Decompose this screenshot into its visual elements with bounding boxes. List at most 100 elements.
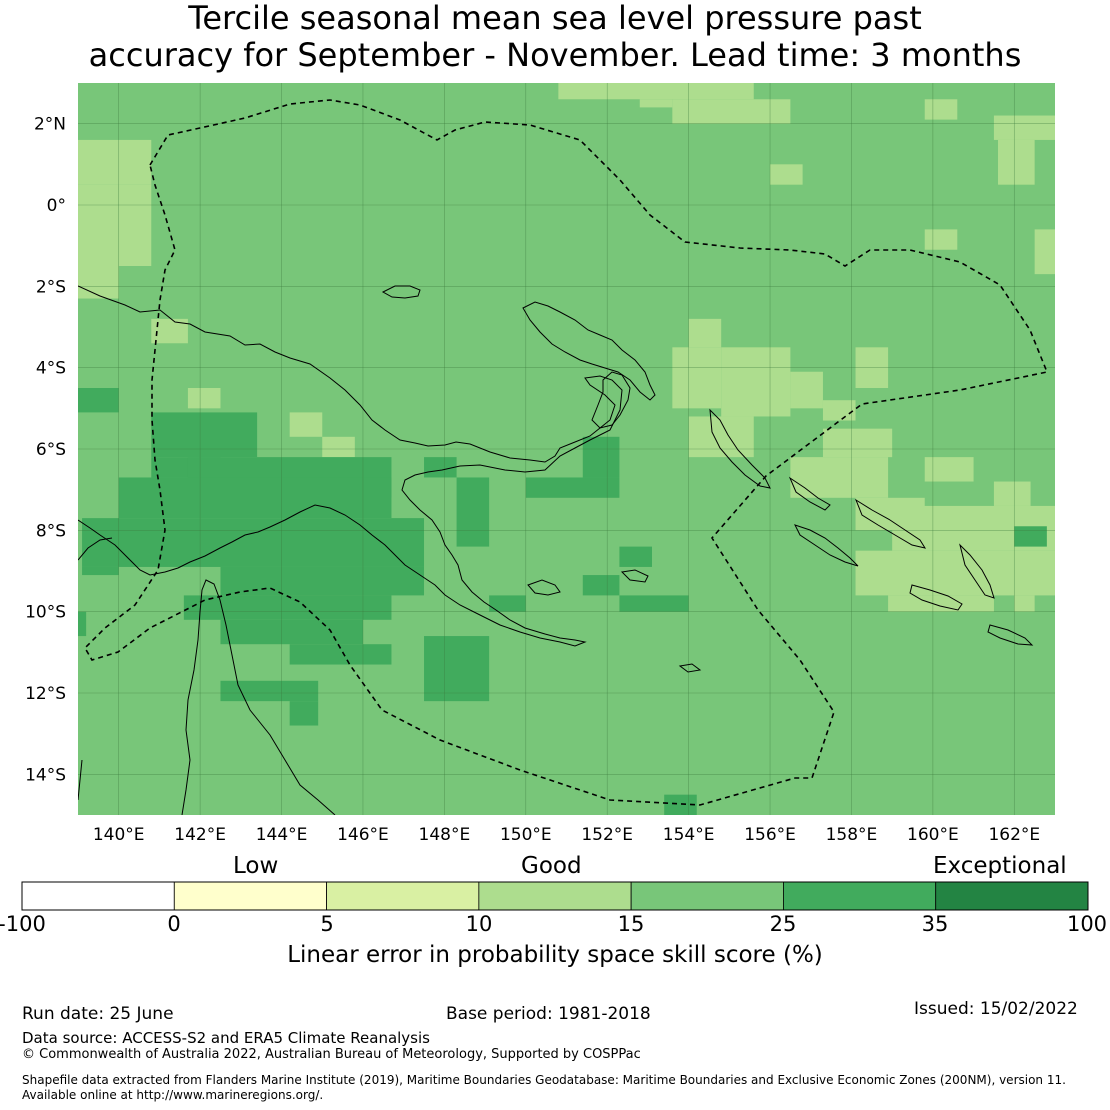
lat-tick-label: 12°S bbox=[25, 684, 66, 704]
lat-tick-label: 2°S bbox=[36, 277, 66, 297]
skill-cell bbox=[672, 99, 791, 124]
skill-cell bbox=[582, 575, 620, 596]
skill-cell bbox=[822, 428, 893, 458]
lon-tick-label: 146°E bbox=[337, 825, 389, 845]
skill-cell bbox=[721, 347, 791, 417]
colorbar-category-exceptional: Exceptional bbox=[933, 853, 1067, 879]
skill-cell bbox=[151, 412, 258, 458]
skill-cell bbox=[322, 436, 355, 458]
skill-cell bbox=[78, 184, 119, 299]
skill-cell bbox=[220, 680, 319, 702]
skill-cell bbox=[855, 550, 1055, 596]
coastline-malaita bbox=[959, 543, 995, 599]
skill-cell bbox=[220, 619, 363, 645]
skill-cell bbox=[688, 318, 722, 348]
lat-tick-label: 2°N bbox=[34, 115, 66, 135]
page-title: Tercile seasonal mean sea level pressure… bbox=[0, 0, 1110, 74]
skill-cell bbox=[1034, 229, 1055, 275]
lat-tick-label: 14°S bbox=[25, 765, 66, 785]
lon-tick-label: 160°E bbox=[907, 825, 959, 845]
colorbar-swatch bbox=[173, 881, 327, 911]
skill-cell bbox=[118, 184, 152, 266]
skill-cell bbox=[619, 595, 689, 612]
colorbar-tick: 35 bbox=[921, 912, 949, 936]
coastline-choiseul bbox=[788, 476, 831, 511]
eez-boundary bbox=[83, 99, 1049, 806]
skill-cell bbox=[582, 436, 620, 478]
lat-tick-label: 6°S bbox=[36, 440, 66, 460]
colorbar-category-low: Low bbox=[233, 853, 279, 879]
skill-cell bbox=[289, 701, 319, 726]
colorbar-tick: 10 bbox=[465, 912, 493, 936]
lat-tick-label: 10°S bbox=[25, 603, 66, 623]
skill-cell bbox=[998, 139, 1035, 185]
title-line-2: accuracy for September - November. Lead … bbox=[88, 36, 1022, 74]
coastline-new-guinea bbox=[78, 285, 623, 647]
base-period: Base period: 1981-2018 bbox=[446, 1004, 651, 1024]
skill-cell bbox=[183, 595, 392, 620]
run-date: Run date: 25 June bbox=[22, 1004, 174, 1024]
skill-cell bbox=[993, 481, 1031, 506]
skill-cell bbox=[672, 347, 722, 409]
lon-tick-label: 154°E bbox=[663, 825, 715, 845]
coastline-new-britain bbox=[522, 301, 656, 401]
issued-date: Issued: 15/02/2022 bbox=[914, 999, 1078, 1019]
lon-tick-label: 158°E bbox=[826, 825, 878, 845]
colorbar-frame bbox=[21, 881, 1089, 911]
skill-cell bbox=[118, 477, 392, 519]
skill-cell bbox=[1014, 526, 1047, 547]
skill-cell bbox=[558, 83, 754, 100]
coastline-louisiade bbox=[620, 569, 649, 583]
colorbar-tick: 15 bbox=[617, 912, 645, 936]
colorbar-tick: -100 bbox=[0, 912, 46, 936]
eez-png-boundary bbox=[83, 99, 1049, 806]
colorbar-tick: 0 bbox=[167, 912, 181, 936]
shapefile-credit-1: Shapefile data extracted from Flanders M… bbox=[22, 1073, 1066, 1087]
coastline-west-irian-south bbox=[78, 537, 113, 561]
skill-cell bbox=[220, 566, 425, 596]
skill-cell bbox=[289, 644, 392, 665]
coastline-new-georgia bbox=[794, 524, 859, 567]
lat-tick-label: 4°S bbox=[36, 359, 66, 379]
skill-cell bbox=[489, 595, 526, 612]
skill-cell bbox=[639, 99, 673, 108]
coastline-dentrecasteaux bbox=[527, 579, 561, 596]
skill-cell bbox=[790, 371, 823, 409]
colorbar-tick: 25 bbox=[769, 912, 797, 936]
skill-cell bbox=[619, 546, 652, 567]
lon-tick-label: 150°E bbox=[500, 825, 552, 845]
lon-tick-label: 144°E bbox=[256, 825, 308, 845]
colorbar-tick: 100 bbox=[1066, 912, 1108, 936]
lon-tick-label: 142°E bbox=[174, 825, 226, 845]
lon-tick-label: 148°E bbox=[419, 825, 471, 845]
coastline-cape-york bbox=[181, 579, 336, 815]
coastline-new-ireland bbox=[591, 371, 631, 429]
copyright: © Commonwealth of Australia 2022, Austra… bbox=[22, 1047, 641, 1062]
coastline-makira bbox=[987, 624, 1034, 646]
longitude-tick-labels: 140°E 142°E 144°E 146°E 148°E 150°E 152°E 154°E… bbox=[93, 825, 1040, 845]
data-source: Data source: ACCESS-S2 and ERA5 Climate … bbox=[22, 1029, 430, 1047]
lon-tick-label: 162°E bbox=[988, 825, 1040, 845]
skill-cell bbox=[82, 518, 425, 567]
coastline-santa-isabel bbox=[854, 498, 927, 549]
colorbar-swatch bbox=[326, 881, 480, 911]
coastline-gulf bbox=[78, 759, 83, 801]
skill-cell bbox=[924, 457, 974, 482]
skill-cell bbox=[289, 412, 323, 437]
lon-tick-label: 152°E bbox=[581, 825, 633, 845]
skill-cell bbox=[424, 457, 457, 478]
lat-tick-label: 0° bbox=[47, 196, 66, 216]
skill-cell bbox=[993, 115, 1055, 140]
title-line-1: Tercile seasonal mean sea level pressure… bbox=[188, 0, 922, 37]
map-gridlines bbox=[78, 83, 1055, 815]
colorbar-swatch bbox=[478, 881, 632, 911]
colorbar-swatch bbox=[783, 881, 937, 911]
coastline-manus bbox=[381, 285, 421, 299]
skill-cell bbox=[924, 99, 958, 120]
lon-tick-label: 156°E bbox=[744, 825, 796, 845]
colorbar-swatch bbox=[21, 881, 175, 911]
coastline-rossel bbox=[678, 663, 702, 673]
skill-cell bbox=[525, 477, 620, 498]
colorbar-label: Linear error in probability space skill … bbox=[287, 942, 823, 968]
